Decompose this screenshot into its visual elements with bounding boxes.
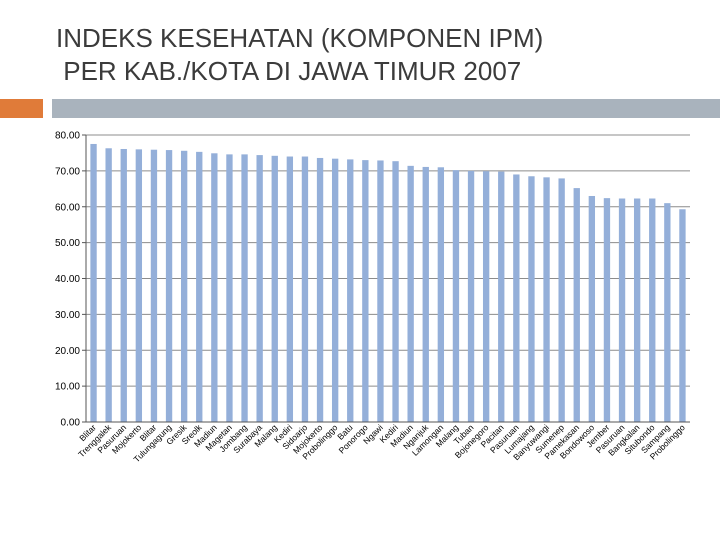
- gridlines: [86, 134, 690, 387]
- y-tick-label: 70.00: [55, 166, 80, 177]
- y-tick-label: 60.00: [55, 202, 80, 213]
- bar: [120, 148, 127, 422]
- bar: [679, 209, 686, 422]
- y-tick-label: 20.00: [55, 346, 80, 357]
- bar: [331, 158, 339, 423]
- bar: [165, 150, 173, 422]
- bar: [286, 156, 294, 422]
- bar: [543, 177, 550, 422]
- chart-title: INDEKS KESEHATAN (KOMPONEN IPM) PER KAB.…: [56, 23, 544, 86]
- bar: [407, 165, 414, 423]
- bar: [392, 161, 399, 422]
- bar: [316, 157, 324, 422]
- bar: [196, 151, 203, 422]
- y-tick-label: 50.00: [55, 238, 80, 249]
- bar: [633, 198, 641, 422]
- bar: [135, 149, 143, 422]
- bar: [301, 156, 309, 422]
- y-tick-label: 30.00: [55, 310, 80, 321]
- bar: [150, 149, 158, 423]
- bar: [498, 171, 505, 422]
- y-tick-label: 40.00: [55, 274, 80, 285]
- bar: [226, 154, 233, 422]
- y-tick-label: 80.00: [55, 131, 80, 142]
- title-accent-block: [0, 99, 43, 118]
- bar: [241, 154, 248, 422]
- bar: [347, 159, 354, 422]
- bar: [422, 166, 429, 422]
- bar: [271, 155, 278, 422]
- bar: [256, 155, 263, 422]
- bar: [513, 174, 520, 422]
- title-banner-bar: [52, 99, 720, 118]
- y-tick-label: 10.00: [55, 382, 80, 393]
- y-tick-label: 0.00: [61, 418, 81, 429]
- bar: [573, 188, 580, 422]
- bar: [90, 143, 97, 422]
- bar: [482, 171, 490, 422]
- bar: [180, 150, 188, 422]
- bar: [105, 148, 112, 422]
- bar: [603, 198, 611, 422]
- bar: [362, 160, 369, 423]
- bar: [377, 160, 384, 422]
- bar: [588, 195, 596, 422]
- bar: [618, 198, 626, 422]
- bars: [90, 143, 686, 423]
- axes: [82, 134, 690, 423]
- bar: [649, 198, 656, 422]
- bar: [437, 167, 445, 422]
- bar: [452, 170, 460, 422]
- bar: [528, 176, 535, 422]
- bar: [467, 170, 475, 422]
- bar: [664, 203, 671, 422]
- bar: [211, 153, 218, 422]
- bar: [558, 178, 565, 422]
